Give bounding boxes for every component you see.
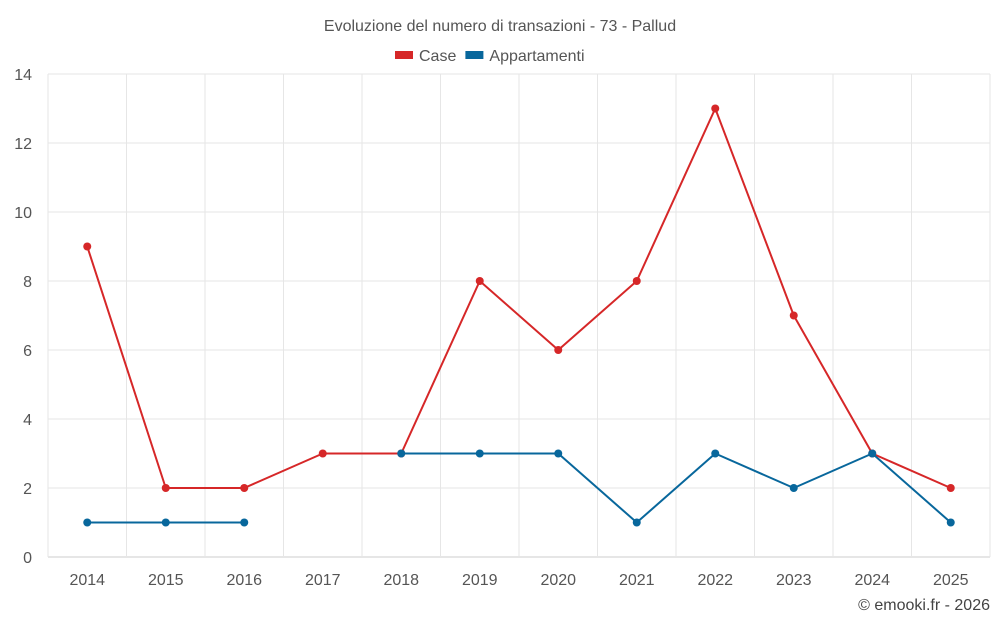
- credit-text: © emooki.fr - 2026: [858, 597, 990, 614]
- data-point-appartamenti[interactable]: [554, 449, 563, 458]
- x-tick-label: 2025: [933, 572, 969, 589]
- grid: [47, 73, 991, 558]
- legend-label: Case: [419, 48, 456, 65]
- x-tick-label: 2017: [305, 572, 341, 589]
- y-axis: 0 2 4 6 8 10 12 14: [14, 67, 32, 567]
- legend-label: Appartamenti: [489, 48, 584, 65]
- y-tick-label: 0: [23, 550, 32, 567]
- data-point-case[interactable]: [789, 311, 798, 320]
- data-point-appartamenti[interactable]: [240, 518, 249, 527]
- data-point-case[interactable]: [318, 449, 327, 458]
- y-tick-label: 8: [23, 274, 32, 291]
- legend-item-case[interactable]: Case: [395, 48, 456, 65]
- data-point-case[interactable]: [161, 484, 170, 492]
- data-point-appartamenti[interactable]: [397, 449, 406, 458]
- y-tick-label: 12: [14, 136, 32, 153]
- x-tick-label: 2019: [462, 572, 498, 589]
- data-point-case[interactable]: [240, 484, 249, 492]
- data-point-appartamenti[interactable]: [868, 449, 877, 458]
- legend-item-appartamenti[interactable]: Appartamenti: [465, 48, 585, 65]
- x-tick-label: 2020: [540, 572, 576, 589]
- series-group: [83, 104, 955, 527]
- data-point-case[interactable]: [632, 277, 641, 285]
- data-point-appartamenti[interactable]: [83, 518, 92, 527]
- data-point-appartamenti[interactable]: [711, 449, 720, 458]
- x-tick-label: 2024: [854, 572, 890, 589]
- data-point-case[interactable]: [475, 277, 484, 285]
- series-appartamenti: [83, 449, 955, 527]
- legend-swatch: [395, 51, 413, 59]
- y-tick-label: 14: [14, 67, 32, 84]
- data-point-appartamenti[interactable]: [789, 484, 798, 492]
- x-tick-label: 2022: [697, 572, 733, 589]
- legend-swatch: [465, 51, 484, 59]
- x-tick-label: 2015: [148, 572, 184, 589]
- legend: Case Appartamenti: [395, 48, 585, 65]
- x-tick-label: 2023: [776, 572, 812, 589]
- data-point-appartamenti[interactable]: [475, 449, 484, 458]
- x-tick-label: 2021: [619, 572, 655, 589]
- data-point-appartamenti[interactable]: [946, 518, 955, 527]
- data-point-case[interactable]: [83, 242, 92, 251]
- y-tick-label: 10: [14, 205, 32, 222]
- y-tick-label: 6: [23, 343, 32, 360]
- data-point-case[interactable]: [711, 104, 720, 113]
- x-tick-label: 2018: [383, 572, 419, 589]
- data-point-appartamenti[interactable]: [632, 518, 641, 527]
- y-tick-label: 4: [23, 412, 32, 429]
- chart-title: Evoluzione del numero di transazioni - 7…: [324, 18, 676, 35]
- x-tick-label: 2014: [69, 572, 105, 589]
- data-point-case[interactable]: [946, 484, 955, 492]
- data-point-case[interactable]: [554, 346, 563, 354]
- x-tick-label: 2016: [226, 572, 262, 589]
- x-axis: 2014 2015 2016 2017 2018 2019 2020 2021 2022 2023…: [69, 572, 968, 589]
- series-line-case: [86, 107, 952, 489]
- y-tick-label: 2: [23, 481, 32, 498]
- data-point-appartamenti[interactable]: [161, 518, 170, 527]
